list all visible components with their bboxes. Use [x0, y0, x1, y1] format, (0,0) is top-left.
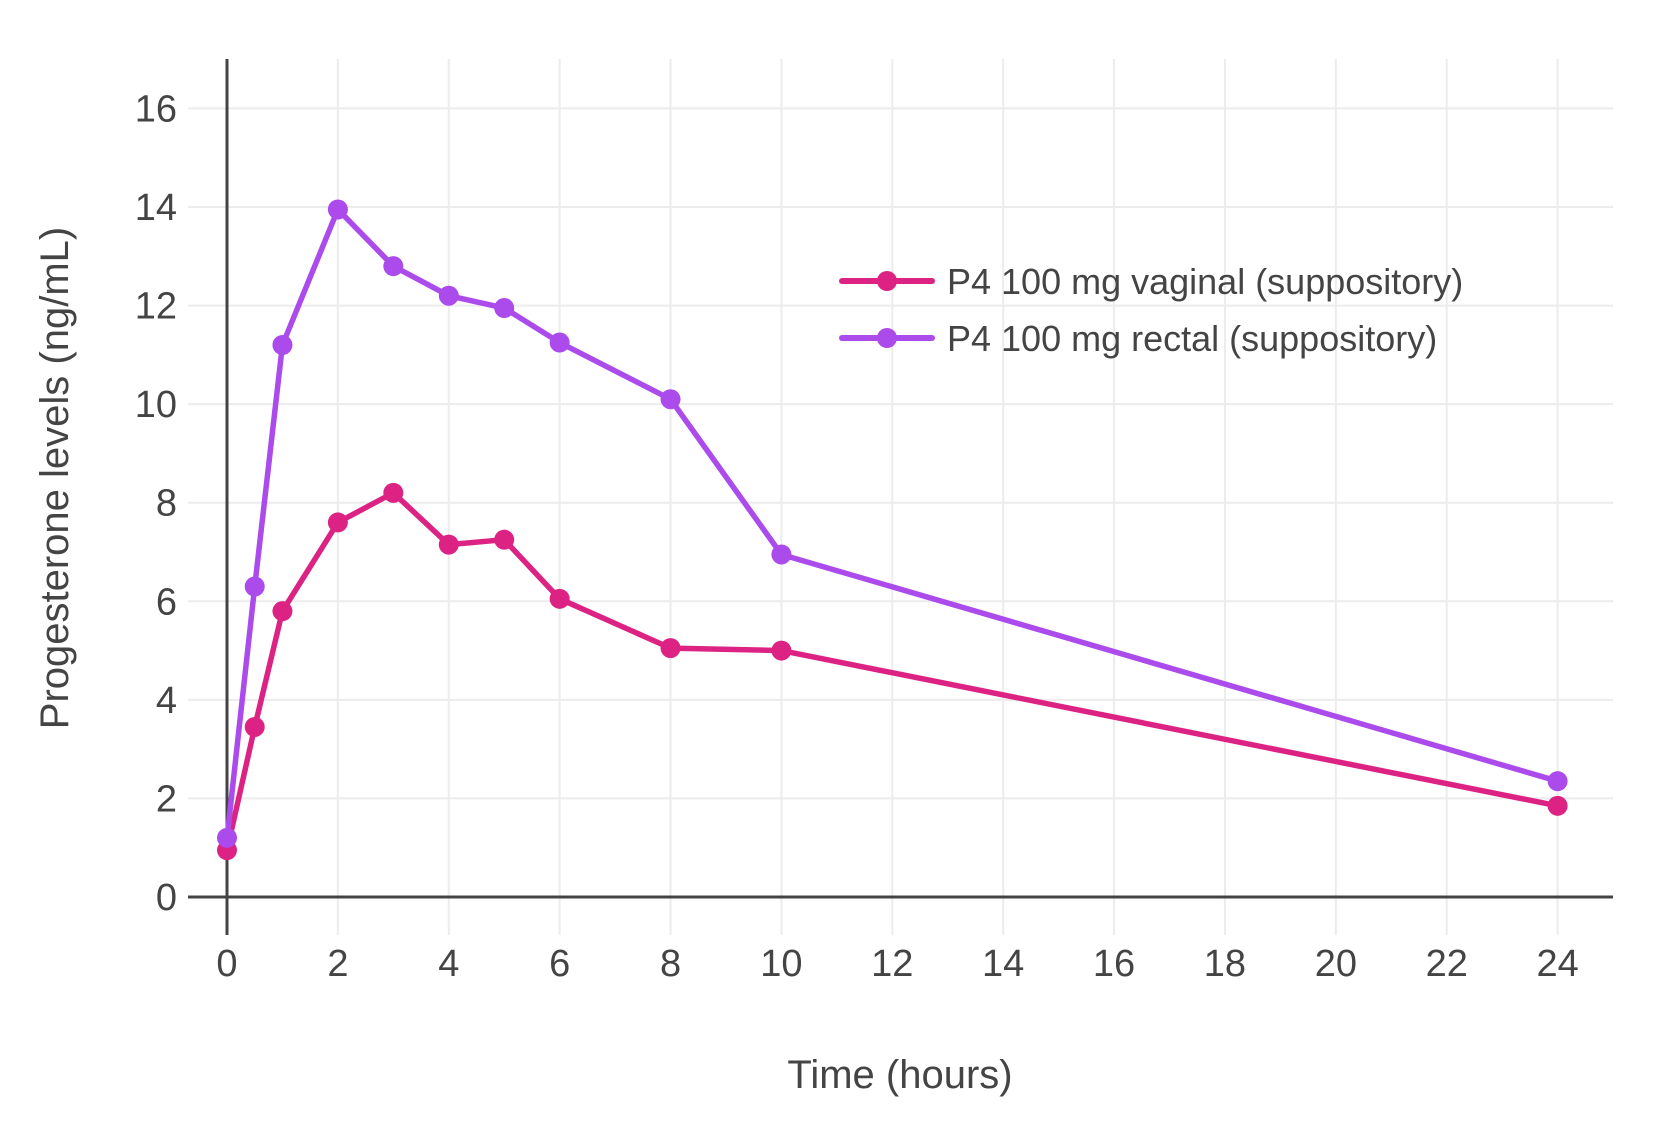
data-point-marker [494, 529, 515, 550]
data-point-marker [549, 588, 570, 609]
series-lines [217, 199, 1568, 861]
y-tick-label: 12 [135, 286, 177, 328]
data-point-marker [244, 716, 265, 737]
data-point-marker [549, 332, 570, 353]
y-tick-label: 2 [156, 778, 177, 820]
data-point-marker [244, 576, 265, 597]
data-point-marker [383, 256, 404, 277]
legend-label-rectal: P4 100 mg rectal (suppository) [947, 318, 1437, 359]
x-tick-label: 2 [327, 943, 348, 985]
x-tick-label: 10 [760, 943, 802, 985]
data-point-marker [771, 544, 792, 565]
gridlines [188, 59, 1613, 935]
y-tick-labels: 0 2 4 6 8 10 12 14 16 [135, 88, 177, 919]
data-point-marker [1547, 795, 1568, 816]
data-point-marker [660, 389, 681, 410]
data-point-marker [217, 827, 237, 848]
x-tick-label: 6 [549, 943, 570, 985]
data-point-marker [327, 512, 348, 533]
data-point-marker [438, 285, 459, 306]
data-point-marker [771, 640, 792, 661]
x-tick-label: 0 [216, 943, 237, 985]
data-point-marker [660, 638, 681, 659]
data-point-marker [438, 534, 459, 555]
legend: P4 100 mg vaginal (suppository) P4 100 m… [839, 261, 1463, 359]
legend-marker-vaginal [877, 271, 897, 291]
data-point-marker [272, 335, 293, 355]
x-tick-label: 22 [1426, 943, 1468, 985]
legend-item-rectal: P4 100 mg rectal (suppository) [839, 318, 1437, 359]
data-point-marker [272, 601, 293, 622]
x-tick-label: 18 [1204, 943, 1246, 985]
y-tick-label: 4 [156, 680, 177, 722]
x-tick-label: 4 [438, 943, 459, 985]
data-point-marker [383, 482, 404, 503]
y-tick-label: 16 [135, 88, 177, 130]
y-tick-label: 6 [156, 581, 177, 623]
legend-item-vaginal: P4 100 mg vaginal (suppository) [839, 261, 1463, 302]
y-tick-label: 0 [156, 877, 177, 919]
x-axis-title: Time (hours) [787, 1053, 1012, 1097]
data-point-marker [1547, 771, 1568, 792]
axes [188, 59, 1613, 935]
y-tick-label: 10 [135, 384, 177, 426]
y-tick-label: 8 [156, 483, 177, 525]
y-tick-label: 14 [135, 187, 177, 229]
x-tick-labels: 0 2 4 6 8 10 12 14 16 18 20 22 24 [216, 943, 1578, 985]
legend-label-vaginal: P4 100 mg vaginal (suppository) [947, 261, 1463, 302]
x-tick-label: 16 [1093, 943, 1135, 985]
x-tick-label: 8 [660, 943, 681, 985]
data-point-marker [327, 199, 348, 220]
x-tick-label: 20 [1315, 943, 1357, 985]
legend-marker-rectal [877, 328, 897, 348]
x-tick-label: 14 [982, 943, 1024, 985]
x-tick-label: 24 [1536, 943, 1578, 985]
x-tick-label: 12 [871, 943, 913, 985]
y-axis-title: Progesterone levels (ng/mL) [33, 227, 77, 729]
data-point-marker [494, 298, 515, 319]
